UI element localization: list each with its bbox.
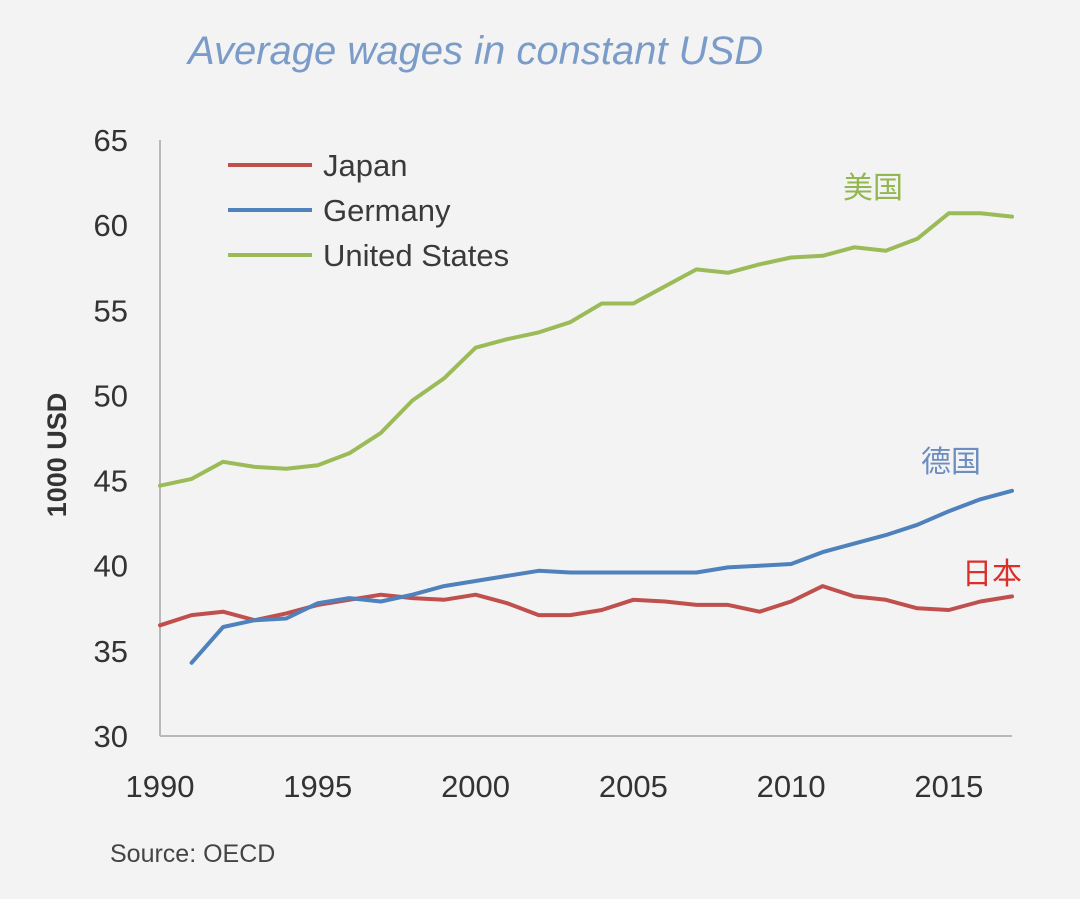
y-tick-label: 45 — [94, 464, 128, 499]
legend-label: Japan — [323, 148, 407, 183]
y-tick-label: 65 — [94, 123, 128, 158]
series-annotation: 日本 — [962, 557, 1022, 592]
y-tick-label: 55 — [94, 293, 128, 328]
y-tick-label: 35 — [94, 634, 128, 669]
x-tick-label: 1995 — [283, 769, 352, 804]
x-tick-label: 2010 — [757, 769, 826, 804]
axes: 30 35 40 45 50 55 60 65 1990 1995 2000 2005 2010 2015 — [94, 123, 1012, 804]
x-tick-label: 2000 — [441, 769, 510, 804]
y-tick-label: 60 — [94, 208, 128, 243]
source-note: Source: OECD — [110, 840, 275, 868]
annotations: 日本 德国 美国 — [843, 171, 1022, 592]
series-line-germany — [189, 488, 1014, 665]
legend-label: United States — [323, 238, 509, 273]
series-line-united-states — [158, 211, 1014, 488]
series-annotation: 德国 — [921, 445, 981, 480]
legend-label: Germany — [323, 193, 451, 228]
y-tick-label: 30 — [94, 719, 128, 754]
x-tick-label: 1990 — [126, 769, 195, 804]
series-annotation: 美国 — [843, 171, 903, 206]
series-layer — [158, 211, 1014, 665]
chart-title: Average wages in constant USD — [186, 29, 763, 73]
y-tick-label: 40 — [94, 549, 128, 584]
x-tick-label: 2005 — [599, 769, 668, 804]
y-axis-label: 1000 USD — [42, 393, 72, 518]
x-tick-label: 2015 — [914, 769, 983, 804]
y-tick-label: 50 — [94, 378, 128, 413]
legend: Japan Germany United States — [228, 148, 509, 273]
